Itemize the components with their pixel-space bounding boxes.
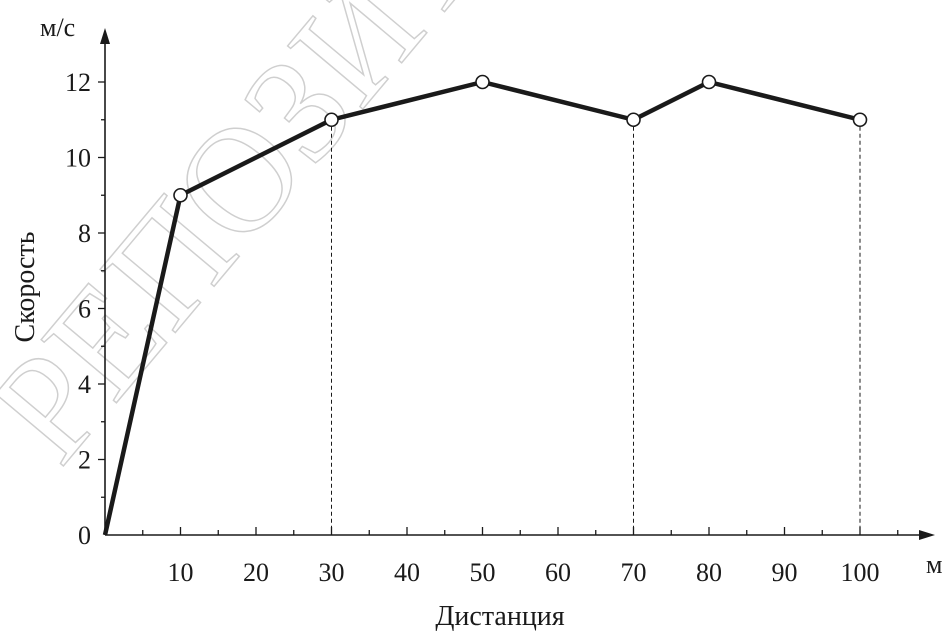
data-point <box>852 112 868 128</box>
x-tick-label: 20 <box>243 558 269 587</box>
data-point <box>324 112 339 128</box>
axes <box>98 28 935 540</box>
x-tick-label: 40 <box>394 558 420 587</box>
data-points <box>173 74 868 203</box>
x-axis-arrow <box>919 530 935 540</box>
data-point <box>475 74 490 90</box>
x-axis-unit: м <box>926 550 942 579</box>
watermark-text: РЕПОЗИТОРИЙ <box>0 0 776 492</box>
y-tick-label: 8 <box>78 219 91 248</box>
x-axis-title: Дистанция <box>435 601 564 632</box>
y-tick-label: 4 <box>78 370 91 399</box>
x-tick-label: 60 <box>545 558 571 587</box>
y-tick-label: 6 <box>78 295 91 324</box>
x-tick-label: 10 <box>168 558 194 587</box>
data-point <box>173 187 188 203</box>
y-axis-title: Скорость <box>10 232 41 343</box>
data-point <box>626 112 641 128</box>
y-tick-label: 10 <box>65 144 91 173</box>
x-tick-label: 80 <box>696 558 722 587</box>
labels: м/с м Дистанция Скорость 10 20 30 40 50 60 70 8… <box>10 13 942 632</box>
y-tick-label: 0 <box>78 521 91 550</box>
x-tick-label: 100 <box>841 558 880 587</box>
x-tick-label: 90 <box>772 558 798 587</box>
drop-lines <box>331 126 861 535</box>
watermark: РЕПОЗИТОРИЙ <box>0 0 776 492</box>
y-axis-unit: м/с <box>40 13 75 42</box>
x-tick-label: 30 <box>319 558 345 587</box>
y-axis-arrow <box>100 28 110 44</box>
data-point <box>701 74 717 90</box>
y-tick-label: 2 <box>78 446 91 475</box>
y-tick-label: 12 <box>65 68 91 97</box>
x-tick-label: 70 <box>621 558 647 587</box>
x-tick-label: 50 <box>470 558 496 587</box>
